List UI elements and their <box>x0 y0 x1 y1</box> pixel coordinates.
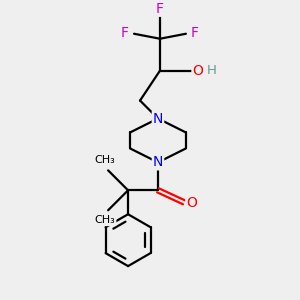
Text: N: N <box>153 155 163 170</box>
Text: F: F <box>191 26 199 40</box>
Text: CH₃: CH₃ <box>95 155 116 165</box>
Text: O: O <box>186 196 197 210</box>
Text: H: H <box>207 64 217 77</box>
Text: F: F <box>121 26 129 40</box>
Text: O: O <box>192 64 203 78</box>
Text: F: F <box>156 2 164 16</box>
Text: N: N <box>153 112 163 125</box>
Text: CH₃: CH₃ <box>95 215 116 225</box>
